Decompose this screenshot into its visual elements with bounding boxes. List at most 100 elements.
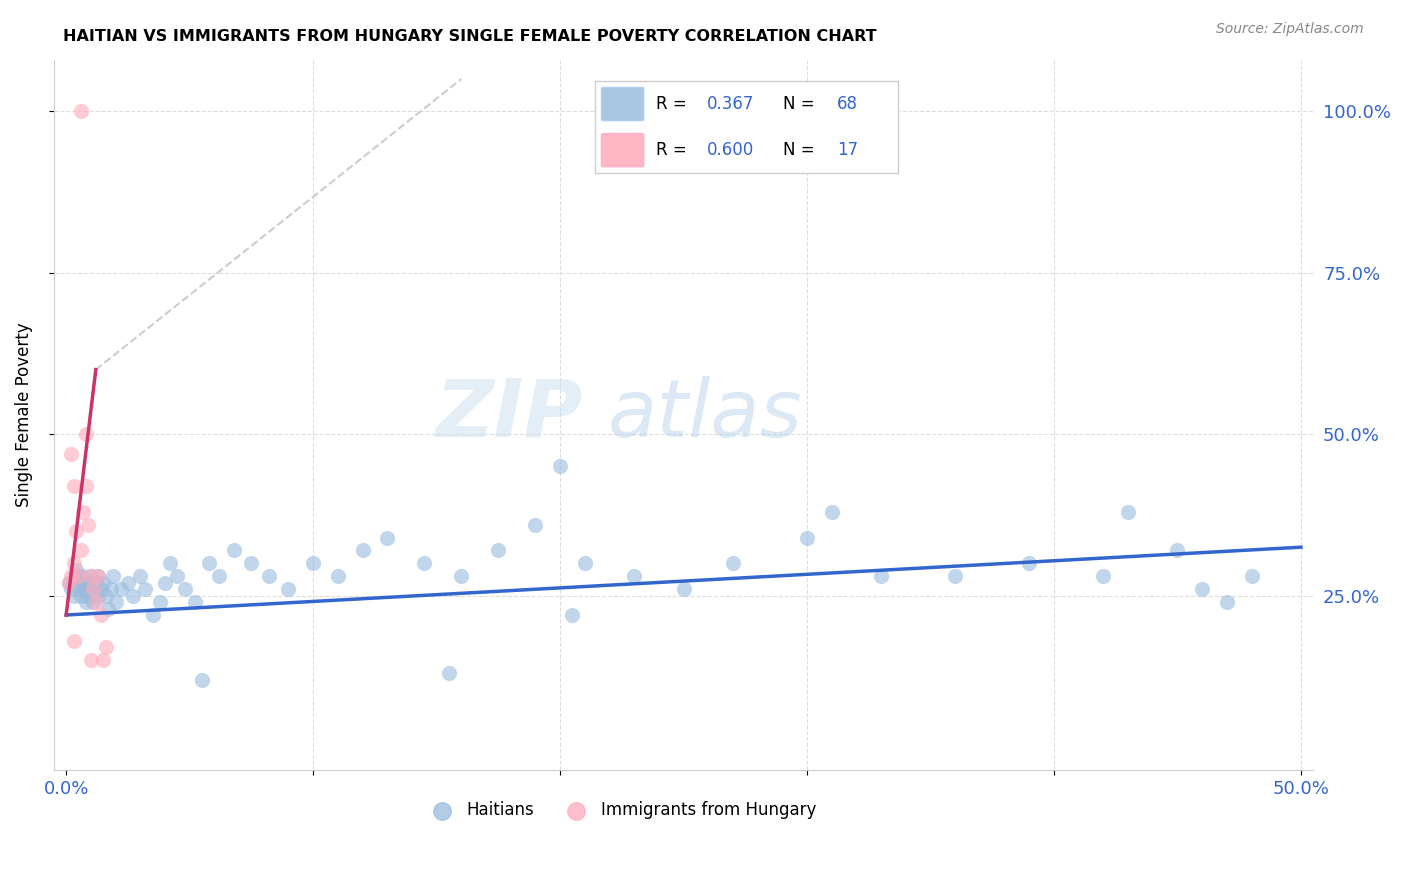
Point [62,557,84,571]
Point [159,557,181,571]
Point [70,589,93,603]
Point [437,666,460,681]
Point [1216,595,1239,609]
Text: ZIP: ZIP [436,376,583,454]
Point [84,575,107,590]
Point [75,479,97,493]
Point [77,575,100,590]
Point [1018,557,1040,571]
Point [84,595,107,609]
Point [153,575,176,590]
Point [257,569,280,583]
Point [87,589,110,603]
Point [91,653,114,667]
Point [352,543,374,558]
Point [100,582,122,597]
Point [277,582,299,597]
Text: atlas: atlas [607,376,803,454]
Point [80,569,103,583]
Point [524,517,547,532]
Point [62,479,84,493]
Point [80,653,103,667]
Point [302,557,325,571]
Point [87,569,110,583]
Point [75,427,97,442]
Point [70,575,93,590]
Point [721,557,744,571]
Point [62,633,84,648]
Point [90,607,112,622]
Point [943,569,966,583]
Point [97,601,120,615]
Point [561,607,583,622]
Point [65,563,87,577]
Point [101,569,124,583]
Point [1240,569,1263,583]
Point [72,569,94,583]
Point [91,575,114,590]
Text: HAITIAN VS IMMIGRANTS FROM HUNGARY SINGLE FEMALE POVERTY CORRELATION CHART: HAITIAN VS IMMIGRANTS FROM HUNGARY SINGL… [63,29,877,44]
Point [104,595,127,609]
Point [90,582,112,597]
Point [117,575,139,590]
Point [87,569,110,583]
Point [870,569,893,583]
Point [173,582,195,597]
Point [574,557,596,571]
Point [1116,505,1139,519]
Point [1092,569,1115,583]
Point [67,569,90,583]
Point [821,505,844,519]
Point [80,582,103,597]
Point [134,582,156,597]
Point [65,524,87,538]
Point [72,582,94,597]
Point [486,543,509,558]
Point [75,582,97,597]
Point [58,575,80,590]
Y-axis label: Single Female Poverty: Single Female Poverty [15,323,32,508]
Point [67,582,90,597]
Point [1191,582,1213,597]
Point [224,543,246,558]
Point [75,595,97,609]
Point [65,575,87,590]
Point [60,582,83,597]
Point [326,569,349,583]
Point [94,589,117,603]
Point [72,505,94,519]
Point [60,569,83,583]
Point [240,557,263,571]
Point [208,569,231,583]
Legend: Haitians, Immigrants from Hungary: Haitians, Immigrants from Hungary [418,794,823,826]
Point [80,569,103,583]
Text: Source: ZipAtlas.com: Source: ZipAtlas.com [1216,22,1364,37]
Point [149,595,172,609]
Point [129,569,152,583]
Point [672,582,695,597]
Point [62,589,84,603]
Point [375,531,398,545]
Point [142,607,165,622]
Point [77,517,100,532]
Point [166,569,188,583]
Point [110,582,132,597]
Point [60,446,83,460]
Point [191,673,214,687]
Point [67,569,90,583]
Point [450,569,472,583]
Point [548,459,571,474]
Point [82,595,104,609]
Point [82,582,104,597]
Point [62,569,84,583]
Point [70,543,93,558]
Point [198,557,221,571]
Point [413,557,436,571]
Point [77,589,100,603]
Point [1166,543,1188,558]
Point [58,575,80,590]
Point [121,589,143,603]
Point [70,104,93,119]
Point [623,569,645,583]
Point [183,595,205,609]
